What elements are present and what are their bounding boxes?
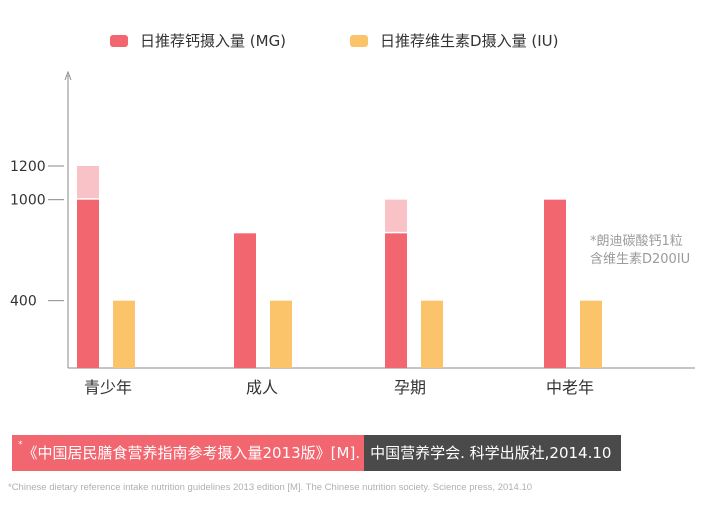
chart-legend: 日推荐钙摄入量 (MG) 日推荐维生素D摄入量 (IU) (110, 30, 558, 51)
reference-title: *《中国居民膳食营养指南参考摄入量2013版》[M]. (12, 435, 365, 471)
y-tick-label: 1000 (10, 193, 46, 209)
note-line-2: 含维生素D200IU (590, 252, 691, 267)
legend-label-vitd: 日推荐维生素D摄入量 (IU) (380, 32, 559, 50)
y-axis-arrow (64, 70, 72, 81)
legend-item-calcium: 日推荐钙摄入量 (MG) (110, 30, 286, 51)
english-footnote: *Chinese dietary reference intake nutrit… (8, 482, 533, 493)
x-tick-label: 成人 (246, 378, 278, 397)
calcium-bar (77, 199, 99, 368)
note-line-1: *朗迪碳酸钙1粒 (590, 234, 683, 249)
calcium-range-bar (385, 199, 407, 232)
y-tick-label: 1200 (10, 159, 46, 175)
reference-banner: *《中国居民膳食营养指南参考摄入量2013版》[M]. 中国营养学会. 科学出版… (12, 435, 622, 471)
vitamin-d-bar (270, 300, 292, 368)
reference-mark: * (18, 440, 23, 450)
reference-publisher: 中国营养学会. 科学出版社,2014.10 (364, 435, 622, 471)
vitamin-d-bar (113, 300, 135, 368)
x-tick-label: 孕期 (394, 378, 426, 397)
x-tick-label: 青少年 (84, 378, 132, 397)
vitamin-d-bar (421, 300, 443, 368)
product-note: *朗迪碳酸钙1粒 含维生素D200IU (590, 233, 715, 269)
legend-item-vitd: 日推荐维生素D摄入量 (IU) (350, 30, 558, 51)
reference-left-text: 《中国居民膳食营养指南参考摄入量2013版》[M]. (22, 444, 361, 462)
calcium-range-bar (77, 166, 99, 199)
calcium-swatch (110, 34, 128, 47)
vitd-swatch (350, 34, 369, 47)
y-tick-label: 400 (10, 294, 37, 310)
calcium-bar (385, 233, 407, 368)
legend-label-calcium: 日推荐钙摄入量 (MG) (140, 32, 287, 50)
calcium-bar (234, 233, 256, 368)
vitamin-d-bar (580, 300, 602, 368)
bar-chart: 400 1000 1200 青少年 成人 孕期 中老年 (10, 70, 695, 397)
x-tick-label: 中老年 (546, 378, 594, 397)
calcium-bar (544, 199, 566, 368)
